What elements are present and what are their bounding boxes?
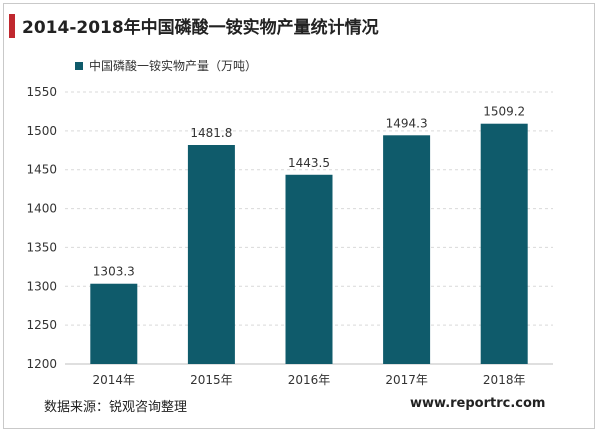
data-label: 1481.8 (190, 126, 232, 140)
chart-frame (3, 3, 595, 429)
data-label: 1509.2 (483, 105, 525, 119)
y-tick-label: 1450 (26, 163, 57, 177)
data-labels: 1303.3 1481.8 1443.5 1494.3 1509.2 (93, 105, 525, 279)
legend: 中国磷酸一铵实物产量（万吨） (75, 57, 257, 74)
y-tick-label: 1300 (26, 279, 57, 293)
website-link[interactable]: www.reportrc.com (410, 396, 546, 411)
y-tick-label: 1200 (26, 357, 57, 371)
x-tick-label: 2016年 (288, 373, 331, 387)
x-axis-ticks: 2014年 2015年 2016年 2017年 2018年 (93, 373, 526, 387)
title-accent-bar (9, 14, 15, 38)
x-tick-label: 2017年 (385, 373, 428, 387)
y-axis-ticks: 1200 1250 1300 1350 1400 1450 1500 1550 (26, 85, 57, 371)
data-label: 1303.3 (93, 265, 135, 279)
y-tick-label: 1400 (26, 202, 57, 216)
data-label: 1443.5 (288, 156, 330, 170)
y-tick-label: 1500 (26, 124, 57, 138)
y-tick-label: 1350 (26, 240, 57, 254)
chart-title: 2014-2018年中国磷酸一铵实物产量统计情况 (22, 18, 379, 38)
bar (480, 123, 528, 364)
y-tick-label: 1250 (26, 318, 57, 332)
x-tick-label: 2015年 (190, 373, 233, 387)
legend-label: 中国磷酸一铵实物产量（万吨） (89, 59, 258, 73)
legend-swatch (75, 61, 83, 70)
bars (90, 123, 528, 364)
data-label: 1494.3 (386, 116, 428, 130)
x-tick-label: 2018年 (483, 373, 526, 387)
bar (383, 135, 431, 364)
bar (187, 145, 235, 364)
x-tick-label: 2014年 (93, 373, 136, 387)
bar (90, 283, 138, 364)
data-source: 数据来源：锐观咨询整理 (44, 400, 188, 415)
y-tick-label: 1550 (26, 85, 57, 99)
bar (285, 174, 333, 364)
